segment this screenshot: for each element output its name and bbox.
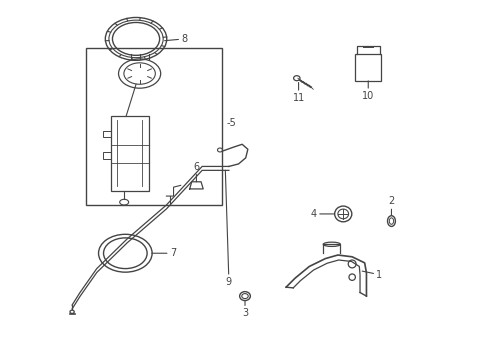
Text: 10: 10	[362, 81, 374, 101]
Bar	[111, 116, 148, 192]
Text: 8: 8	[165, 34, 187, 44]
Text: 1: 1	[362, 270, 382, 280]
Text: 4: 4	[311, 209, 334, 219]
Bar	[103, 153, 111, 159]
Text: 6: 6	[194, 162, 199, 182]
Bar	[86, 48, 222, 205]
Text: 11: 11	[293, 82, 305, 103]
Text: 3: 3	[242, 301, 248, 318]
Text: 7: 7	[152, 248, 176, 258]
Bar	[355, 54, 381, 81]
Text: 9: 9	[225, 170, 232, 287]
Text: -5: -5	[227, 118, 237, 128]
Bar	[103, 131, 111, 138]
Text: 2: 2	[389, 197, 394, 215]
